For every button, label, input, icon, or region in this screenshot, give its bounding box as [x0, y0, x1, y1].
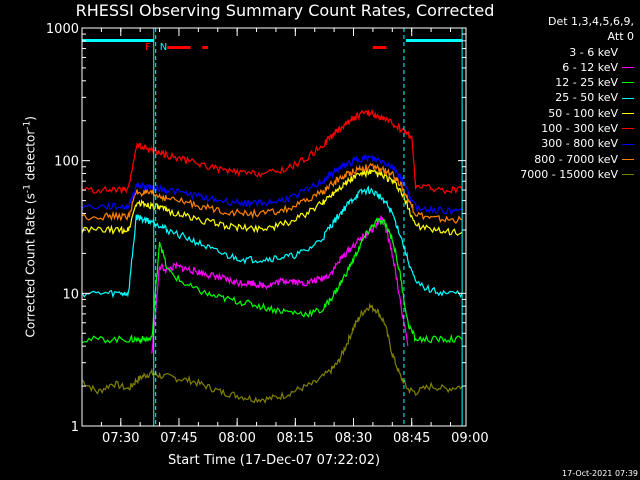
flare-bar-2 — [372, 46, 387, 49]
x-tick-label-1: 07:45 — [160, 431, 197, 446]
daylight-bar-0 — [82, 39, 154, 42]
y-axis-label: Corrected Count Rate (s-1 detector-1) — [22, 116, 38, 338]
legend-header-line-1: Det 1,3,4,5,6,9, — [547, 15, 634, 28]
legend-swatch — [622, 97, 634, 99]
series-line-1 — [151, 209, 416, 361]
y-axis-label-end: ) — [23, 116, 38, 121]
legend-entry-0: 3 - 6 keV — [474, 45, 634, 60]
legend-entry-label: 800 - 7000 keV — [534, 152, 618, 166]
series-line-5 — [81, 168, 463, 236]
axis-layer: 1 10 100 1000 07:30 07:45 08:00 08:15 08:30 08:45… — [46, 22, 489, 446]
x-tick-label-5: 08:45 — [393, 431, 430, 446]
daylight-bar-1 — [405, 39, 463, 42]
legend-swatch — [622, 51, 634, 53]
x-tick-label-3: 08:15 — [277, 431, 314, 446]
y-tick-label-0: 1 — [71, 420, 79, 435]
x-tick-label-2: 08:00 — [218, 431, 255, 446]
series-line-4 — [81, 185, 463, 299]
x-tick-label-0: 07:30 — [102, 431, 139, 446]
legend-header-line-2: Att 0 — [607, 30, 634, 44]
flag-letter-0: F — [145, 42, 151, 53]
legend-entry-label: 12 - 25 keV — [555, 76, 618, 90]
legend-entry-6: 300 - 800 keV — [474, 136, 634, 151]
legend-entry-label: 7000 - 15000 keV — [520, 167, 618, 181]
y-axis-label-tail: detector — [23, 129, 38, 185]
x-tick-label-6: 09:00 — [451, 431, 488, 446]
series-line-8 — [81, 108, 463, 195]
legend-entry-label: 300 - 800 keV — [541, 137, 618, 151]
legend-entry-4: 50 - 100 keV — [474, 106, 634, 121]
legend-swatch — [622, 174, 634, 176]
legend-swatch — [622, 82, 634, 84]
legend-entry-8: 7000 - 15000 keV — [474, 167, 634, 182]
y-axis-label-text: Corrected Count Rate (s — [23, 193, 38, 338]
flare-bar-1 — [202, 46, 209, 49]
legend-swatch — [622, 143, 634, 145]
legend-swatch — [622, 158, 634, 160]
y-tick-label-1: 10 — [62, 287, 79, 302]
legend-entry-7: 800 - 7000 keV — [474, 152, 634, 167]
y-tick-label-2: 100 — [54, 155, 79, 170]
x-axis-label: Start Time (17-Dec-07 07:22:02) — [167, 453, 381, 468]
legend-entry-label: 100 - 300 keV — [541, 122, 618, 136]
legend-entry-label: 6 - 12 keV — [562, 60, 618, 74]
legend-entry-5: 100 - 300 keV — [474, 121, 634, 136]
y-axis-label-sup: -1 — [22, 184, 33, 194]
legend-entry-3: 25 - 50 keV — [474, 90, 634, 105]
legend-entry-label: 3 - 6 keV — [569, 45, 618, 59]
legend-entry-label: 50 - 100 keV — [548, 106, 618, 120]
chart-title: RHESSI Observing Summary Count Rates, Co… — [75, 1, 495, 20]
series-line-0 — [81, 302, 463, 404]
legend-entry-label: 25 - 50 keV — [555, 91, 618, 105]
y-tick-label-3: 1000 — [46, 22, 79, 37]
legend-rows: 3 - 6 keV 6 - 12 keV 12 - 25 keV 25 - 50 ke… — [474, 45, 634, 183]
legend-swatch — [622, 67, 634, 69]
flag-letter-1: N — [160, 42, 167, 53]
legend-swatch — [622, 128, 634, 130]
legend-entry-1: 6 - 12 keV — [474, 60, 634, 75]
flare-bar-0 — [167, 46, 191, 49]
y-axis-label-sup2: -1 — [22, 120, 33, 130]
series-line-3 — [81, 217, 463, 345]
legend: Det 1,3,4,5,6,9, Att 0 3 - 6 keV 6 - 12 k… — [474, 14, 634, 182]
data-layer — [81, 108, 463, 404]
plot-frame — [81, 27, 467, 427]
legend-entry-2: 12 - 25 keV — [474, 75, 634, 90]
x-tick-label-4: 08:30 — [335, 431, 372, 446]
series-line-7 — [81, 153, 463, 216]
series-line-2 — [151, 215, 409, 354]
legend-swatch — [622, 112, 634, 114]
series-line-6 — [81, 162, 463, 224]
timestamp: 17-Oct-2021 07:39 — [562, 469, 638, 478]
